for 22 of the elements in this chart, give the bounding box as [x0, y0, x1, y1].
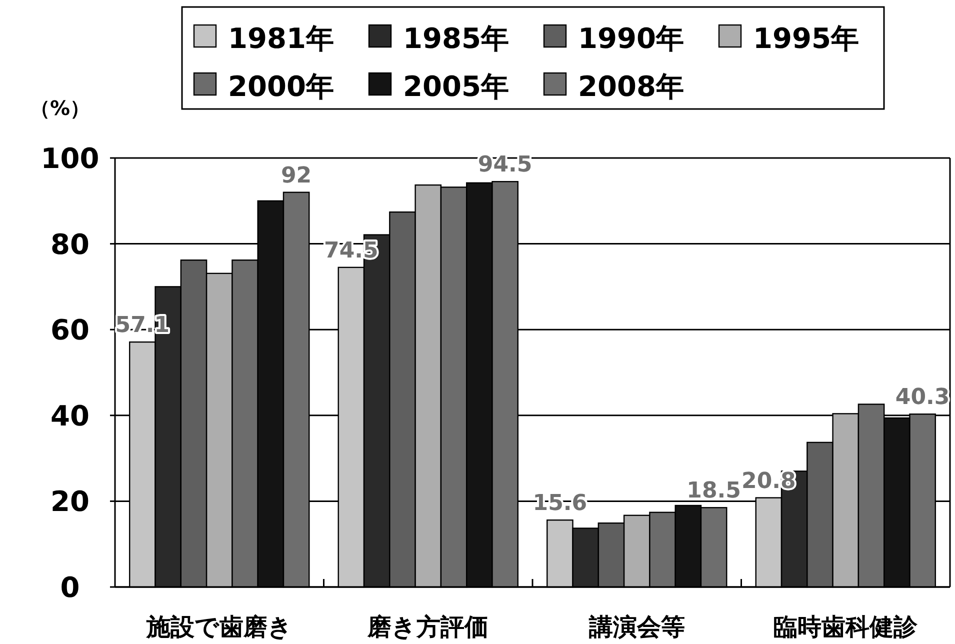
y-tick-label: 60: [50, 314, 90, 347]
y-tick-label: 20: [50, 485, 90, 518]
y-axis-title: （%）: [30, 96, 90, 120]
legend-label: 1981年: [228, 22, 334, 55]
legend-label: 1985年: [403, 22, 509, 55]
y-tick-label: 80: [50, 228, 90, 261]
y-tick-label: 100: [40, 142, 100, 175]
data-label: 18.5: [686, 478, 741, 504]
y-tick-label: 0: [60, 571, 80, 604]
legend-label: 1995年: [753, 22, 859, 55]
legend-label: 1990年: [578, 22, 684, 55]
data-label: 94.5: [478, 152, 532, 178]
x-tick-label: 講演会等: [588, 613, 685, 641]
y-tick-label: 40: [50, 399, 90, 432]
legend-label: 2000年: [228, 70, 334, 103]
data-label: 40.3: [895, 385, 950, 410]
legend-label: 2008年: [578, 70, 684, 103]
x-tick-label: 磨き方評価: [366, 613, 489, 641]
x-tick-label: 臨時歯科健診: [774, 613, 919, 641]
x-tick-label: 施設で歯磨き: [145, 613, 292, 641]
data-label: 92: [281, 163, 312, 188]
legend-label: 2005年: [403, 70, 509, 103]
